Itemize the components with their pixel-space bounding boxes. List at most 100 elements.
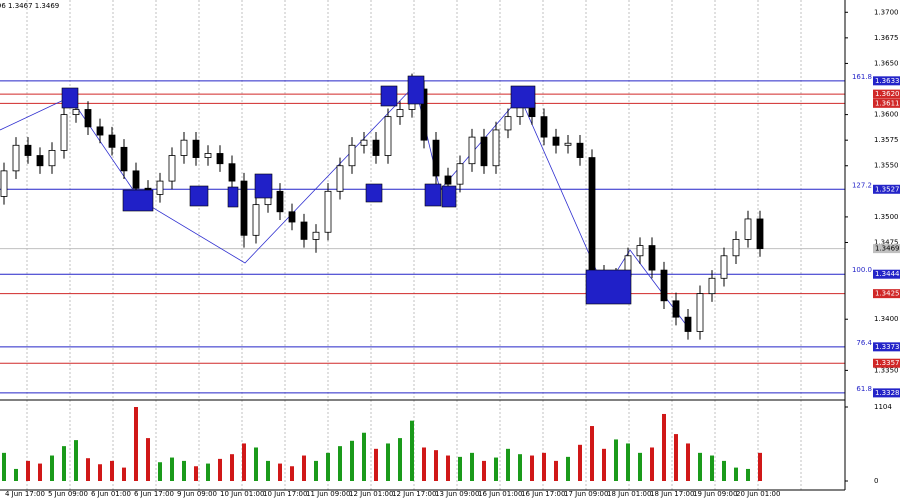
fib-label: 100.0 — [852, 266, 872, 274]
volume-tick-label: 0 — [874, 477, 878, 485]
candle-body — [72, 109, 80, 115]
volume-bar — [62, 446, 66, 481]
candle-body — [396, 109, 404, 118]
candle-body — [648, 245, 656, 271]
candle-body — [432, 139, 440, 177]
volume-bar — [566, 456, 570, 481]
candle-body — [168, 155, 176, 182]
box — [122, 189, 154, 212]
volume-bar — [350, 440, 354, 481]
x-tick-label: 10 Jun 01:00 — [220, 490, 264, 498]
x-tick-label: 20 Jun 01:00 — [736, 490, 780, 498]
volume-bar — [518, 454, 522, 481]
level-label: 1.3620 — [875, 90, 900, 98]
volume-bar — [266, 460, 270, 481]
volume-bar — [290, 466, 294, 481]
level-label-box — [873, 388, 900, 398]
candle-body — [756, 218, 764, 250]
candle-body — [96, 126, 104, 136]
volume-bar — [722, 460, 726, 481]
volume-bar — [614, 439, 618, 481]
candle-body — [156, 180, 164, 195]
candle-body — [492, 129, 500, 167]
candle-body — [720, 255, 728, 279]
info: 3496 1.3467 1.3469 — [0, 2, 59, 10]
candle-body — [576, 142, 584, 158]
candle-body — [60, 114, 68, 151]
box — [189, 185, 209, 207]
volume-bar — [14, 468, 18, 481]
volume-bar — [146, 438, 150, 481]
candle-body — [252, 204, 260, 236]
volume-bar — [410, 420, 414, 481]
y-tick-label: 1.3600 — [874, 111, 899, 119]
level-label: 1.3444 — [875, 270, 900, 278]
x-tick-label: 9 Jun 09:00 — [177, 490, 217, 498]
box — [61, 87, 79, 109]
fib-label: 76.4 — [856, 339, 872, 347]
level-label-box — [873, 269, 900, 279]
candle-body — [216, 153, 224, 165]
volume-bar — [110, 460, 114, 481]
candle-body — [732, 239, 740, 257]
box — [424, 183, 442, 207]
level-label: 1.3425 — [875, 290, 900, 298]
x-tick-label: 18 Jun 17:00 — [650, 490, 694, 498]
candle-body — [12, 144, 20, 172]
y-tick-label: 1.3650 — [874, 59, 899, 67]
volume-bar — [554, 460, 558, 481]
volume-bar — [206, 463, 210, 481]
candle-body — [276, 190, 284, 213]
volume-bar — [602, 448, 606, 481]
candle-body — [336, 165, 344, 192]
fib-label: 127.2 — [852, 181, 872, 189]
volume-bar — [398, 438, 402, 481]
level-label-box — [873, 76, 900, 86]
y-tick-label: 1.3700 — [874, 8, 899, 16]
volume-bar — [698, 452, 702, 481]
y-tick-label: 1.3350 — [874, 366, 899, 374]
volume-bar — [158, 462, 162, 481]
level-label-box — [873, 289, 900, 299]
candle-body — [240, 180, 248, 236]
volume-bar — [494, 457, 498, 481]
volume-bar — [50, 455, 54, 481]
candle-body — [360, 139, 368, 146]
x-tick-label: 12 Jun 01:00 — [349, 490, 393, 498]
candle-body — [300, 221, 308, 240]
volume-bar — [578, 444, 582, 481]
candle-body — [192, 139, 200, 158]
candle-body — [348, 144, 356, 167]
volume-bar — [134, 407, 138, 481]
y-tick-label: 1.3400 — [874, 315, 899, 323]
volume-bar — [758, 452, 762, 481]
candle-body — [384, 116, 392, 156]
level-label-box — [873, 342, 900, 352]
box — [227, 186, 239, 208]
volume-bar — [218, 458, 222, 481]
candle-body — [132, 170, 140, 189]
box — [380, 85, 398, 107]
volume-bar — [506, 448, 510, 481]
x-tick-label: 13 Jun 09:00 — [435, 490, 479, 498]
level-label-box — [873, 98, 900, 108]
box — [441, 185, 457, 208]
x-tick-label: 17 Jun 09:00 — [564, 490, 608, 498]
volume-bar — [362, 432, 366, 481]
volume-bar — [182, 460, 186, 481]
volume-bar — [254, 447, 258, 481]
volume-bar — [26, 460, 30, 481]
candle-body — [120, 146, 128, 172]
volume-bar — [674, 434, 678, 481]
candle-body — [48, 150, 56, 167]
candle-body — [480, 136, 488, 167]
candle-body — [372, 139, 380, 156]
level-label: 1.3373 — [875, 343, 900, 351]
level-label: 1.3469 — [875, 245, 900, 253]
fib-label: 61.8 — [856, 385, 872, 393]
volume-bar — [422, 447, 426, 481]
candle-body — [288, 211, 296, 223]
box — [510, 85, 536, 109]
x-tick-label: 16 Jun 01:00 — [478, 490, 522, 498]
